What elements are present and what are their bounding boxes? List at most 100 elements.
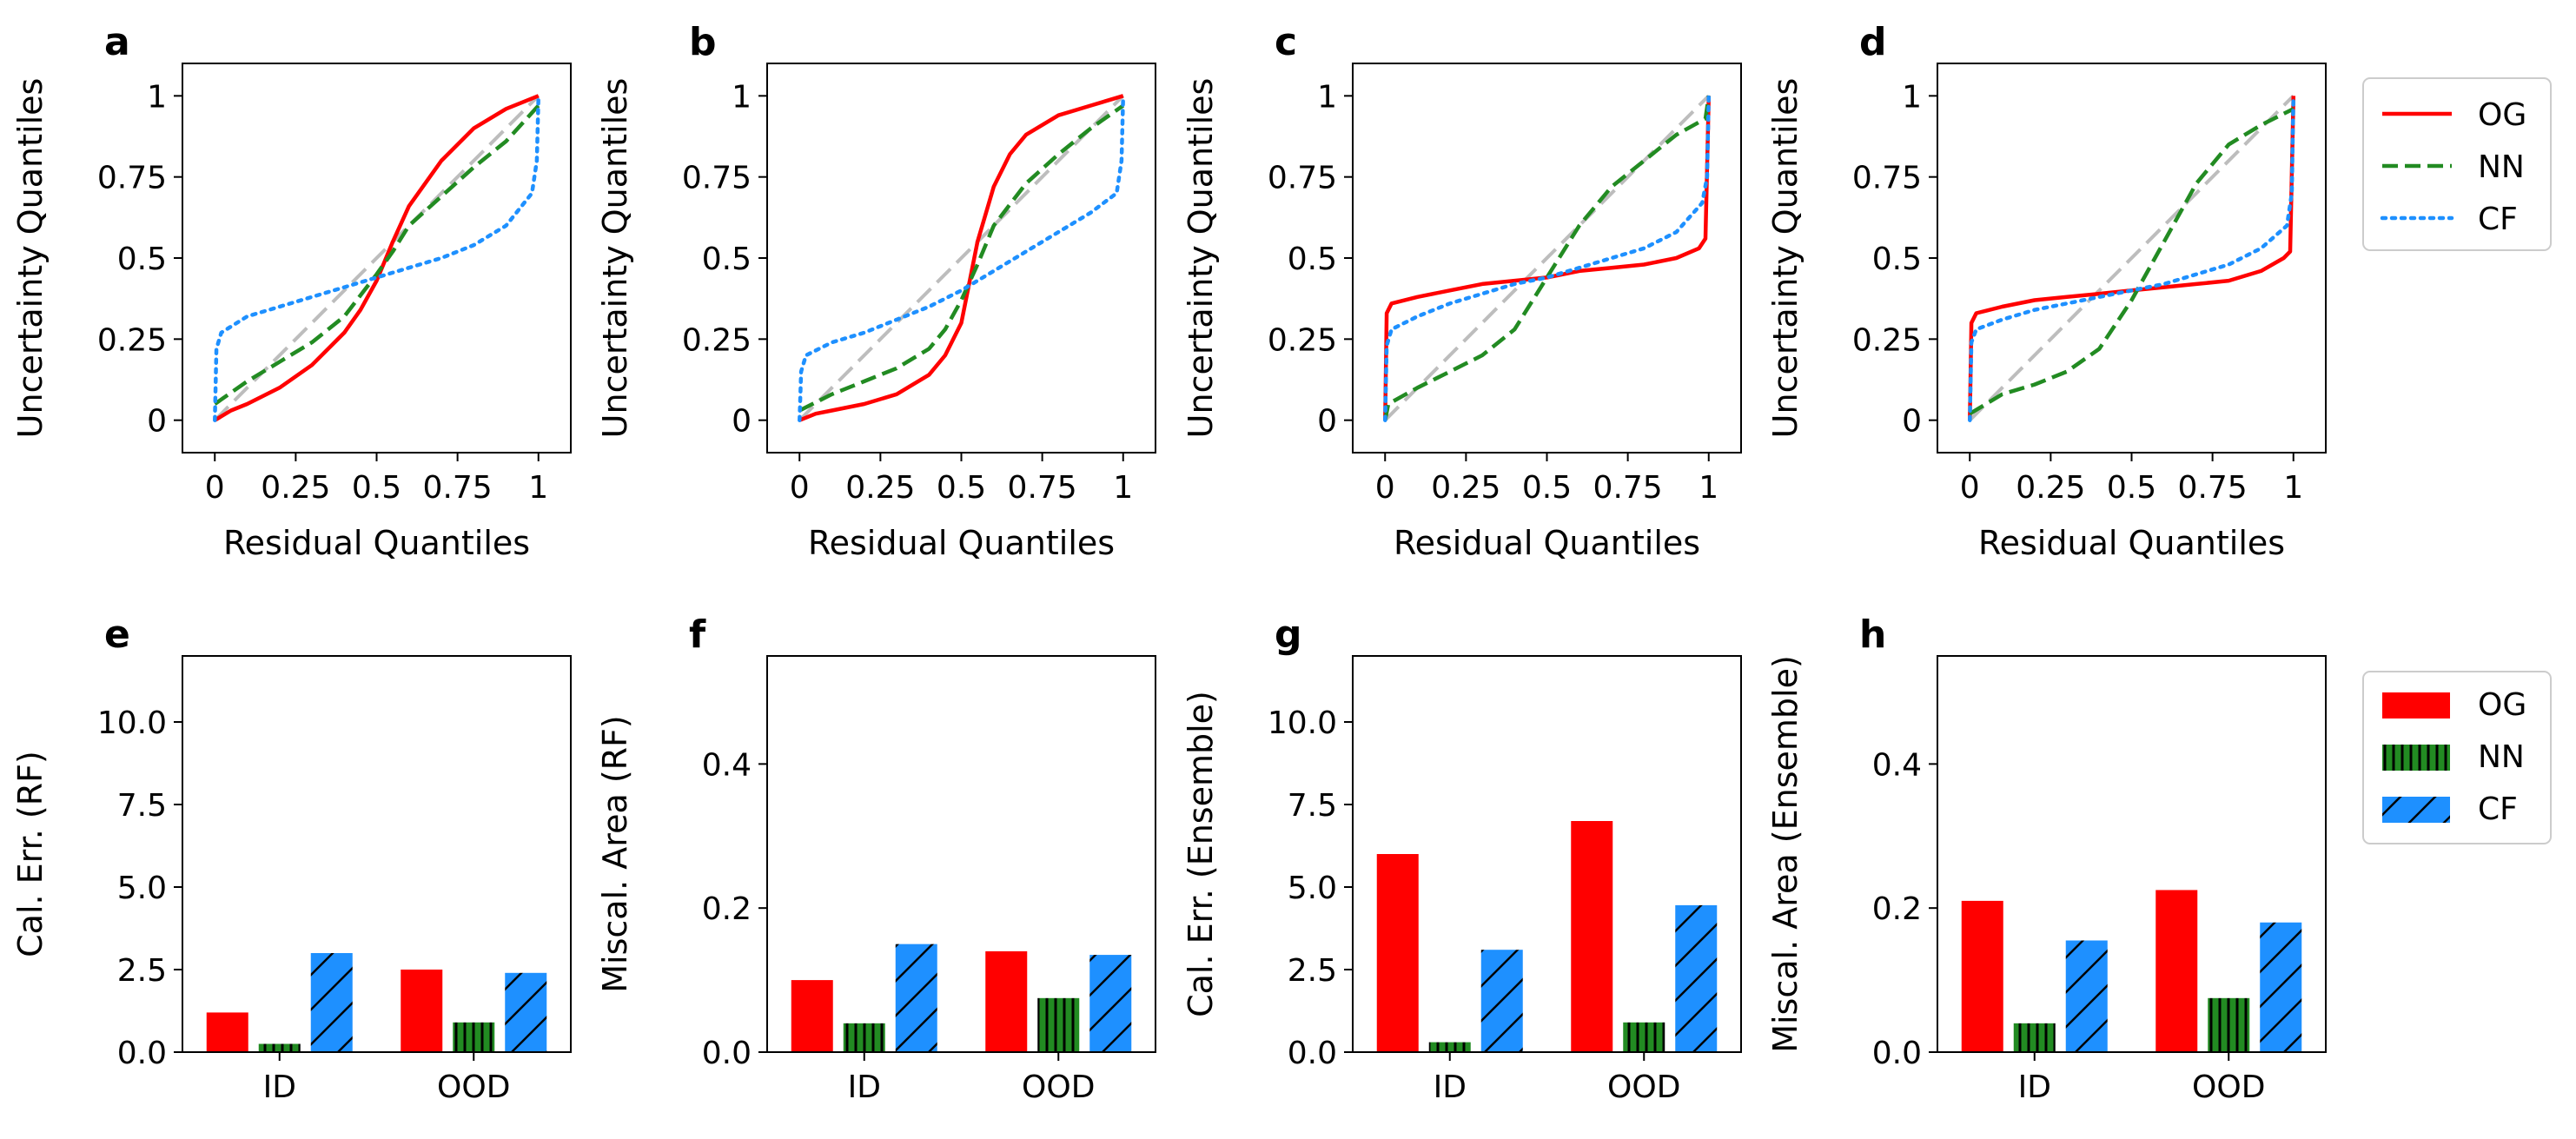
panel-a: 0 0.25 0.5 0.75 1 0 0.25 0.5 0.75 1 Residual Quant… [11,20,572,562]
identity-line [798,94,1125,422]
y-axis-label: Uncertainty Quantiles [1766,78,1805,439]
panel-letter: h [1859,613,1886,657]
x-tick-label: OOD [2192,1069,2265,1105]
bar-cf-id [310,953,353,1052]
x-axis-label: Residual Quantiles [223,524,530,562]
panel-letter: c [1275,20,1297,64]
series-line-cf [798,94,1126,422]
line-legend: OG NN CF [2362,77,2552,251]
bar-og-id [1376,854,1419,1052]
legend-swatch-og [2382,692,2450,718]
x-tick-label: 0.5 [352,470,401,506]
y-tick-label: 1 [732,79,752,115]
axes-frame [1937,63,2327,454]
x-tick-label: 0.75 [423,470,493,506]
y-tick-label: 0.25 [1268,322,1337,358]
panel-letter: a [104,20,130,64]
panel-c: 0 0.25 0.5 0.75 1 0 0.25 0.5 0.75 1 Residual Quant… [1182,20,1742,562]
series-line-nn [1383,95,1712,421]
x-tick-label: 1 [1699,470,1718,506]
y-tick-label: 10.0 [97,705,167,741]
y-tick-label: 7.5 [1288,788,1337,824]
x-tick-label: 0.25 [845,470,915,506]
panel-letter: g [1275,613,1302,657]
bar-nn-id [2013,1023,2056,1052]
y-tick-label: 0 [1317,404,1337,440]
x-axis-label: Residual Quantiles [1394,524,1700,562]
x-tick-label: 0.25 [2016,470,2085,506]
bar-og-id [1961,900,2003,1052]
identity-line [1383,94,1711,422]
legend-label-cf: CF [2478,791,2518,827]
y-axis-label: Cal. Err. (Ensemble) [1182,691,1220,1017]
axes-frame [766,63,1156,454]
series-line-og [214,94,540,422]
x-tick-label: 1 [1113,470,1133,506]
x-tick-label: 0.5 [937,470,986,506]
bar-nn-ood [2208,997,2250,1052]
y-axis-label: Uncertainty Quantiles [11,78,50,439]
y-axis-label: Uncertainty Quantiles [596,78,634,439]
y-tick-label: 0.0 [702,1036,752,1071]
x-axis-label: Residual Quantiles [808,524,1115,562]
x-axis-label: Residual Quantiles [1978,524,2285,562]
bar-og-id [206,1012,248,1052]
bar-legend: OG NN CF [2362,671,2552,844]
y-tick-label: 0 [1902,404,1922,440]
bar-cf-id [1480,950,1523,1052]
series-line-nn [798,103,1125,413]
x-tick-label: 1 [528,470,548,506]
axes-frame [1937,655,2327,1053]
y-tick-label: 7.5 [117,788,167,824]
y-tick-label: 0.4 [1872,747,1922,783]
y-tick-label: 0.75 [682,161,752,196]
y-tick-label: 0.5 [1288,242,1337,277]
x-tick-label: 0 [1375,470,1395,506]
bar-nn-ood [453,1022,495,1052]
x-tick-label: 0 [790,470,810,506]
y-tick-label: 0.5 [117,242,167,277]
bar-og-id [791,980,833,1052]
series-line-og [1383,96,1712,421]
bar-nn-id [258,1043,301,1052]
y-tick-label: 0.5 [702,242,752,277]
legend-label-og: OG [2478,687,2526,723]
y-tick-label: 0 [147,404,167,440]
panel-e: 0.0 2.5 5.0 7.5 10.0 ID OOD Cal. Err. (RF) e [11,613,572,1105]
x-tick-label: 0.75 [1008,470,1077,506]
y-axis-label: Cal. Err. (RF) [11,751,50,957]
y-tick-label: 1 [147,79,167,115]
panel-letter: f [689,613,706,657]
x-tick-label: 0.75 [1593,470,1663,506]
bar-nn-id [843,1023,885,1052]
y-tick-label: 1 [1902,79,1922,115]
legend-label-nn: NN [2478,149,2525,185]
legend-frame [2362,77,2552,251]
y-axis-label: Miscal. Area (Ensemble) [1766,655,1805,1053]
x-tick-label: OOD [1607,1069,1680,1105]
axes-frame [766,655,1156,1053]
axes-frame [1352,63,1742,454]
x-tick-label: 0.25 [1431,470,1500,506]
y-tick-label: 0.5 [1872,242,1922,277]
y-tick-label: 2.5 [117,953,167,989]
y-tick-label: 0.75 [1268,161,1337,196]
axes-frame [1352,655,1742,1053]
x-tick-label: ID [263,1069,296,1105]
legend-label-og: OG [2478,97,2526,133]
series-line-og [798,94,1124,422]
series-line-nn [214,103,540,406]
y-axis-label: Miscal. Area (RF) [596,715,634,992]
bar-nn-ood [1623,1022,1665,1052]
axes-frame [182,63,572,454]
bar-cf-ood [2260,922,2302,1052]
identity-line [213,94,540,422]
x-tick-label: ID [2018,1069,2051,1105]
y-tick-label: 10.0 [1268,705,1337,741]
x-tick-label: 0.25 [261,470,330,506]
y-tick-label: 0.75 [1852,161,1922,196]
series-line-cf [213,94,541,422]
legend-label-nn: NN [2478,739,2525,775]
bar-og-ood [985,950,1028,1052]
